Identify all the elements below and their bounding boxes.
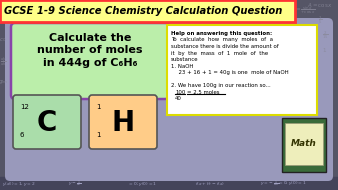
Text: $\frac{dy}{dx}$: $\frac{dy}{dx}$ [0,56,6,68]
Text: 12: 12 [20,104,29,110]
Text: $g_{lm}$: $g_{lm}$ [0,78,8,86]
Text: Calculate the: Calculate the [49,33,131,43]
Text: GCSE 1-9 Science Chemistry Calculation Question: GCSE 1-9 Science Chemistry Calculation Q… [4,6,282,16]
Text: To  calculate  how  many  moles  of  a: To calculate how many moles of a [171,37,273,43]
Text: $= 0; y(0) = 1$: $= 0; y(0) = 1$ [128,180,157,188]
Text: 100: 100 [175,89,185,94]
Text: substance: substance [171,57,198,62]
Text: 40: 40 [175,96,182,101]
Text: $2\pi$: $2\pi$ [0,16,7,24]
Text: $A = \cos x$: $A = \cos x$ [307,1,333,9]
Text: $y(x_0) = 1, y=2$: $y(x_0) = 1, y=2$ [2,180,35,188]
FancyBboxPatch shape [5,18,333,181]
Text: 23 + 16 + 1 = 40g is one  mole of NaOH: 23 + 16 + 1 = 40g is one mole of NaOH [175,70,289,75]
Text: 1: 1 [96,104,100,110]
Text: Math: Math [291,139,317,147]
Text: $\frac{2}{15}$: $\frac{2}{15}$ [321,29,329,41]
FancyBboxPatch shape [282,118,326,172]
Text: 2. We have 100g in our reaction so...: 2. We have 100g in our reaction so... [171,83,271,88]
FancyBboxPatch shape [13,95,81,149]
Text: $x_0$: $x_0$ [0,1,7,9]
Text: number of moles: number of moles [37,45,143,55]
FancyBboxPatch shape [0,0,295,22]
Text: $= \frac{\sin x}{+\cos x}$: $= \frac{\sin x}{+\cos x}$ [294,4,316,16]
Text: substance there is divide the amount of: substance there is divide the amount of [171,44,279,49]
Text: $y - \frac{1}{ax}$: $y - \frac{1}{ax}$ [68,178,82,189]
FancyBboxPatch shape [11,23,169,99]
Text: C: C [37,109,57,137]
Text: 6: 6 [20,132,24,138]
FancyBboxPatch shape [167,25,317,115]
Text: = 2.5 moles: = 2.5 moles [187,89,219,94]
Text: 1: 1 [96,132,100,138]
Text: $1$: $1$ [322,46,328,54]
Text: H: H [112,109,135,137]
Text: in 444g of C₆H₆: in 444g of C₆H₆ [43,58,137,68]
Text: 1. NaOH: 1. NaOH [171,63,193,69]
Text: $y = -\frac{1}{ax} = 0; y(0)=1$: $y = -\frac{1}{ax} = 0; y(0)=1$ [260,178,307,189]
Text: Help on answering this question:: Help on answering this question: [171,31,272,36]
FancyBboxPatch shape [285,123,323,165]
Text: it  by  the  mass  of  1  mole  of  the: it by the mass of 1 mole of the [171,51,268,55]
Text: $f(x+h) - f(x)$: $f(x+h) - f(x)$ [195,180,225,187]
FancyBboxPatch shape [89,95,157,149]
Text: $\frac{1}{5}$: $\frac{1}{5}$ [318,14,322,26]
Text: $c_0$: $c_0$ [0,36,7,44]
